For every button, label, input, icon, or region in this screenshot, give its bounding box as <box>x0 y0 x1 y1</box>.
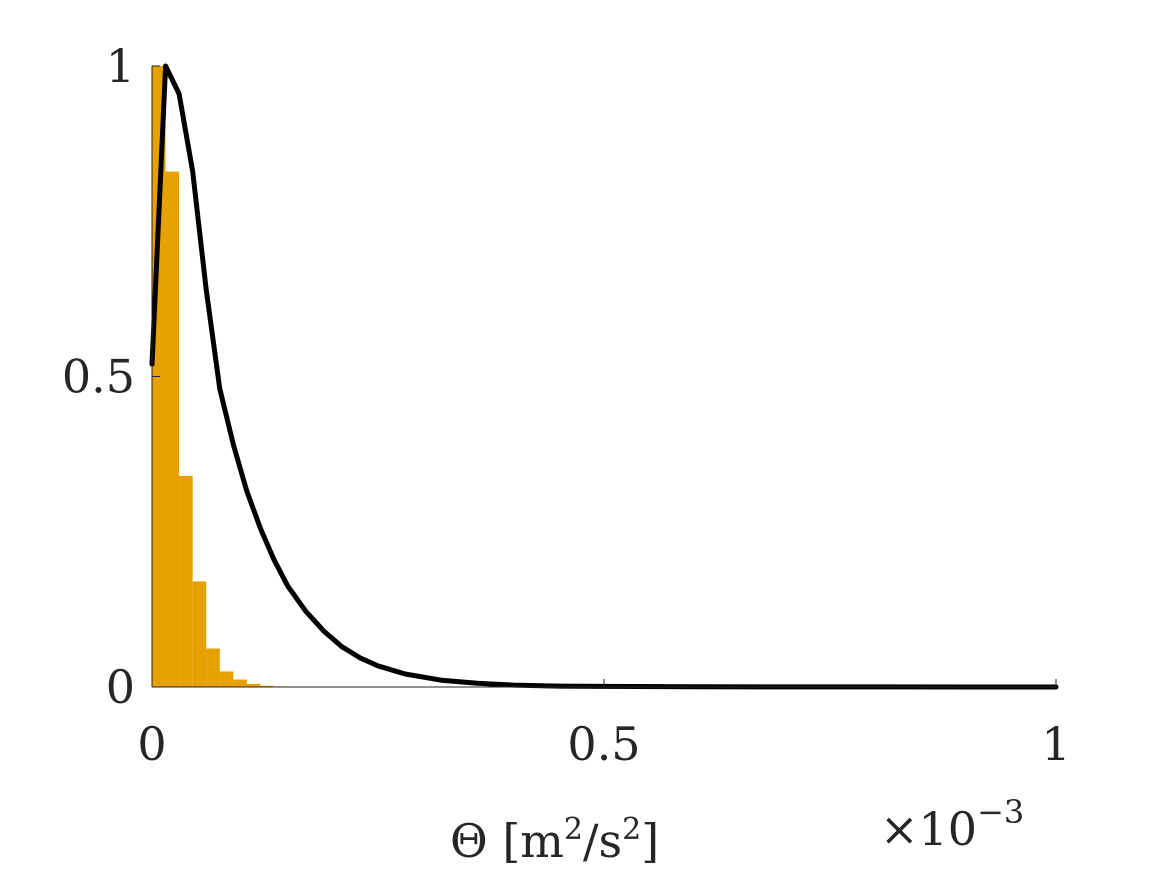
x-tick-label: 0 <box>137 717 166 771</box>
x-axis-exponent: ×10−3 <box>880 793 1024 856</box>
density-curve <box>149 63 1059 690</box>
histogram-bar <box>206 648 220 687</box>
histogram-bar <box>165 171 180 687</box>
y-tick-label: 1 <box>106 39 135 93</box>
x-tick-label: 0.5 <box>567 717 640 771</box>
x-axis-label: Θ [m2/s2] <box>450 812 659 868</box>
histogram-bar <box>219 671 234 687</box>
x-ticks: 0 0.5 1 <box>137 679 1071 771</box>
histogram-bar <box>192 581 207 687</box>
y-tick-label: 0.5 <box>62 350 135 404</box>
histogram-bar <box>233 679 247 687</box>
histogram-bar <box>179 475 193 687</box>
histogram-bar <box>246 683 261 687</box>
histogram-bars <box>152 66 288 687</box>
histogram-bar <box>260 685 275 687</box>
y-ticks: 00.51 <box>62 39 160 714</box>
x-tick-label: 1 <box>1041 717 1070 771</box>
y-tick-label: 0 <box>106 660 135 714</box>
